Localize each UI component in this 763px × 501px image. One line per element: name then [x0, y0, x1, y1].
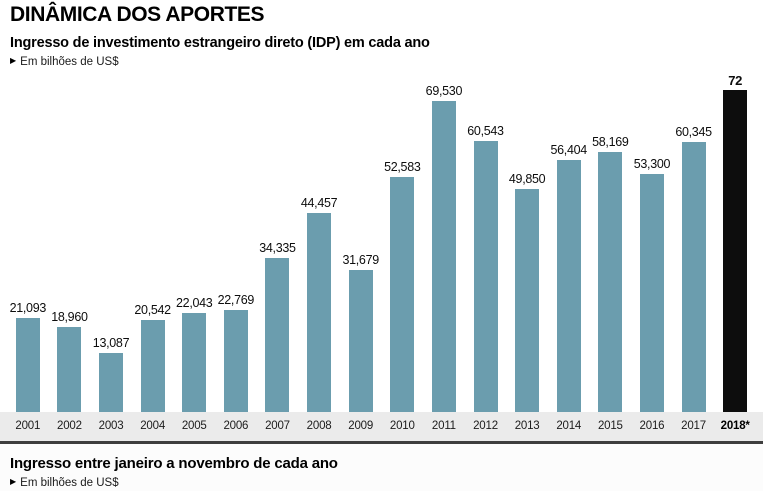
year-label-2006: 2006: [223, 420, 249, 433]
value-label-2013: 49,850: [508, 172, 546, 187]
value-label-2015: 58,169: [592, 135, 629, 150]
bar-column-2011: 69,530: [423, 85, 465, 412]
value-label-2014: 56,404: [550, 143, 588, 158]
bar-column-2008: 44,457: [298, 197, 340, 412]
page-title: DINÂMICA DOS APORTES: [10, 3, 265, 26]
year-label-2013: 2013: [514, 420, 540, 433]
triangle-bullet-icon: ▶: [10, 477, 17, 487]
year-label-2010: 2010: [389, 420, 415, 433]
value-label-2004: 20,542: [134, 303, 171, 318]
year-label-2005: 2005: [181, 420, 207, 433]
bar-2004: [140, 319, 165, 412]
bar-column-2007: 34,335: [257, 242, 299, 412]
bar-2005: [182, 312, 207, 412]
bar-2013: [515, 188, 540, 412]
value-label-2011: 69,530: [425, 84, 463, 99]
bar-2012: [473, 140, 498, 412]
bar-2010: [390, 176, 415, 412]
footer-title: Ingresso entre janeiro a novembro de cad…: [10, 454, 338, 472]
year-label-2008: 2008: [306, 420, 332, 433]
bar-column-2013: 49,850: [506, 173, 548, 412]
bar-2011: [431, 100, 456, 412]
bar-2015: [598, 151, 623, 412]
unit-note: ▶ Em bilhões de US$: [10, 56, 753, 70]
bar-column-2017: 60,345: [673, 126, 715, 412]
year-label-2016: 2016: [639, 420, 665, 433]
bar-2001: [15, 317, 40, 412]
year-label-2007: 2007: [265, 420, 290, 433]
bar-column-2003: 13,087: [90, 337, 132, 412]
bar-column-2004: 20,542: [132, 304, 174, 412]
chart-subtitle: Ingresso de investimento estrangeiro dir…: [10, 35, 430, 52]
year-label-2003: 2003: [98, 420, 124, 433]
x-axis-band: 2001 2002 2003 2004 2005 2006 2007 2008 2009 2010…: [0, 411, 763, 444]
year-label-2001: 2001: [15, 420, 41, 433]
bar-column-2001: 21,093: [7, 302, 49, 412]
bar-column-2010: 52,583: [381, 161, 423, 412]
year-label-2009: 2009: [348, 420, 374, 433]
bar-column-2012: 60,543: [465, 125, 507, 412]
bar-column-2006: 22,769: [215, 294, 257, 412]
value-label-2001: 21,093: [9, 301, 47, 316]
footer-unit-note-text: Em bilhões de US$: [20, 476, 119, 489]
value-label-2012: 60,543: [467, 124, 504, 139]
unit-note-text: Em bilhões de US$: [20, 55, 119, 68]
value-label-2017: 60,345: [675, 125, 712, 140]
bar-column-2014: 56,404: [548, 144, 590, 412]
value-label-2018: 72: [728, 72, 743, 88]
bar-2014: [556, 159, 581, 412]
bar-2008: [307, 212, 332, 412]
year-label-2015: 2015: [597, 420, 623, 433]
value-label-2003: 13,087: [92, 336, 130, 351]
year-label-2011: 2011: [431, 420, 456, 433]
bar-column-2018: 72: [714, 74, 756, 412]
bar-column-2016: 53,300: [631, 158, 673, 412]
value-label-2002: 18,960: [51, 310, 88, 325]
triangle-bullet-icon: ▶: [10, 56, 17, 66]
bars-plot-area: 21,093 18,960 13,087 20,542 22,043 22,769 34,3…: [0, 72, 763, 412]
year-label-2012: 2012: [473, 420, 498, 433]
bar-2003: [99, 352, 124, 412]
year-label-2004: 2004: [140, 420, 166, 433]
bar-2009: [348, 269, 373, 412]
value-label-2009: 31,679: [342, 253, 379, 268]
value-label-2008: 44,457: [300, 196, 338, 211]
bar-2006: [223, 309, 248, 412]
chart-header: DINÂMICA DOS APORTES Ingresso de investi…: [0, 0, 763, 70]
footer-unit-note: ▶ Em bilhões de US$: [10, 477, 753, 491]
value-label-2010: 52,583: [384, 160, 421, 175]
bar-column-2002: 18,960: [49, 311, 91, 412]
value-label-2005: 22,043: [176, 296, 213, 311]
bar-column-2009: 31,679: [340, 254, 382, 412]
bar-2016: [639, 173, 664, 412]
year-label-2018: 2018*: [720, 420, 750, 433]
bar-2002: [57, 326, 82, 412]
bar-2007: [265, 257, 290, 412]
bar-2017: [681, 141, 706, 412]
value-label-2006: 22,769: [217, 293, 255, 308]
second-chart-header: Ingresso entre janeiro a novembro de cad…: [0, 443, 763, 491]
bar-2018: [723, 89, 748, 412]
year-label-2017: 2017: [681, 420, 706, 433]
year-label-2002: 2002: [57, 420, 82, 433]
bar-column-2015: 58,169: [590, 136, 632, 412]
bar-column-2005: 22,043: [173, 297, 215, 412]
year-label-2014: 2014: [556, 420, 582, 433]
value-label-2007: 34,335: [259, 241, 296, 256]
bar-chart: 21,093 18,960 13,087 20,542 22,043 22,769 34,3…: [0, 72, 763, 444]
value-label-2016: 53,300: [633, 157, 671, 172]
